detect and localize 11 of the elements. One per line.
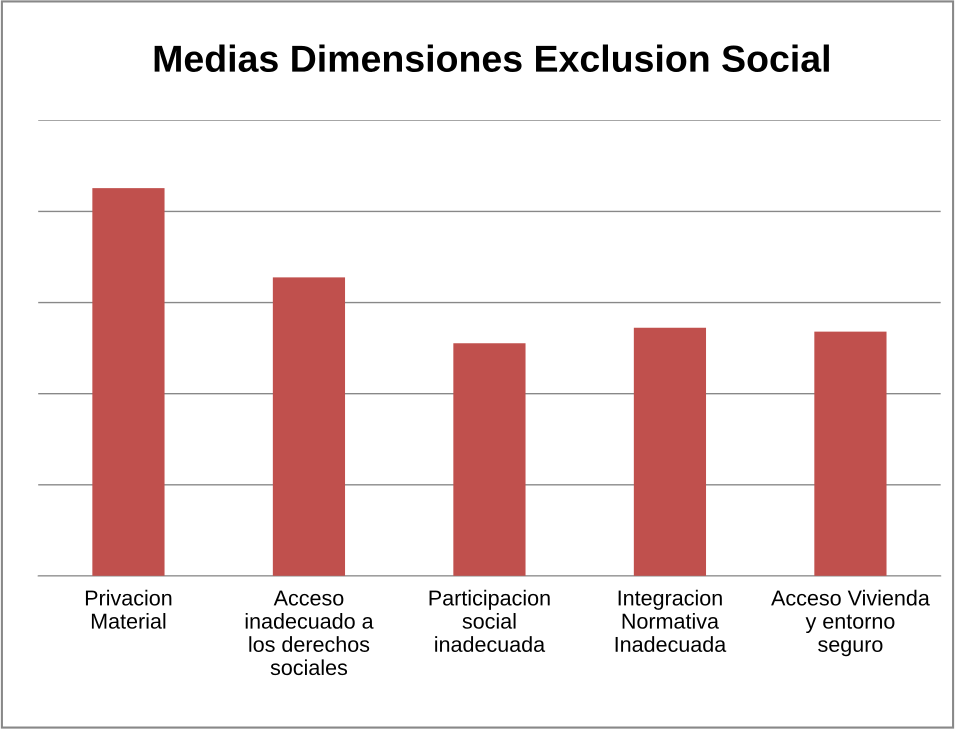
x-tick-label: Integracion Normativa Inadecuada (616, 590, 726, 652)
chart-title: Medias Dimensiones Exclusion Social (154, 44, 829, 72)
x-tick-label: Participacion social inadecuada (430, 590, 550, 652)
bar (634, 328, 706, 576)
x-tick-label: Acceso inadecuado a los derechos sociales (246, 590, 374, 676)
x-tick-label: Privacion Material (86, 590, 172, 629)
x-tick-label: Acceso Vivienda y entorno seguro (771, 590, 930, 656)
bar (272, 277, 346, 576)
bar (814, 332, 887, 576)
bar (92, 188, 165, 576)
bar (453, 343, 526, 576)
